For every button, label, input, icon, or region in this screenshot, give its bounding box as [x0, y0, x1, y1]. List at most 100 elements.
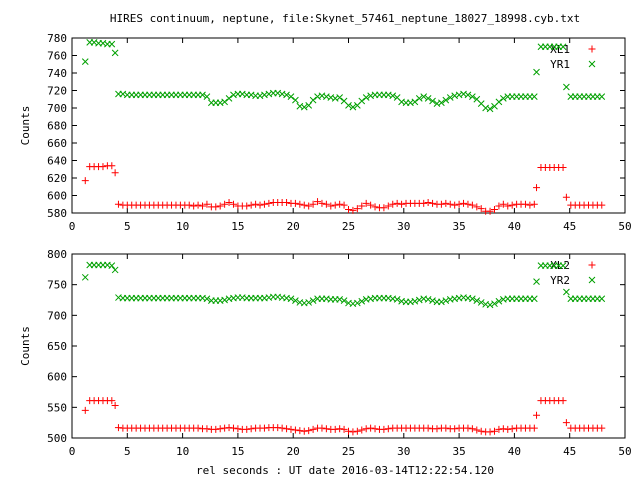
- data-point: [530, 295, 538, 303]
- data-point: [442, 297, 450, 304]
- data-point: [331, 425, 339, 433]
- x-tick-label: 0: [69, 220, 76, 233]
- data-point: [349, 206, 357, 214]
- data-point: [486, 301, 494, 309]
- plot-frame: [71, 253, 626, 439]
- data-point: [252, 200, 260, 208]
- data-point: [438, 298, 445, 306]
- data-point: [81, 58, 89, 65]
- data-point: [530, 93, 538, 100]
- data-point: [318, 199, 326, 207]
- data-point: [108, 162, 116, 170]
- data-point: [203, 200, 211, 208]
- y-axis-label: Counts: [19, 326, 32, 366]
- data-point: [562, 419, 570, 427]
- data-point: [203, 425, 211, 433]
- series-YR2: [81, 261, 606, 309]
- x-tick-label: 40: [508, 220, 521, 233]
- data-point: [300, 427, 308, 435]
- data-point: [429, 297, 436, 304]
- series-XL2: [81, 397, 606, 436]
- data-point: [353, 205, 361, 213]
- data-point: [420, 199, 428, 207]
- data-point: [287, 295, 295, 303]
- data-point: [225, 424, 233, 432]
- data-point: [380, 425, 388, 433]
- data-point: [336, 94, 344, 101]
- data-point: [212, 203, 220, 211]
- y-tick-label: 660: [47, 137, 67, 150]
- data-point: [216, 202, 224, 210]
- data-point: [340, 201, 348, 209]
- legend-label: YR1: [550, 58, 570, 71]
- x-tick-label: 0: [69, 445, 76, 458]
- data-point: [562, 193, 570, 201]
- x-tick-label: 35: [452, 445, 465, 458]
- data-point: [367, 424, 375, 432]
- data-point: [424, 424, 432, 432]
- data-point: [559, 43, 567, 51]
- data-point: [526, 201, 534, 209]
- data-point: [362, 94, 370, 101]
- data-point: [464, 200, 472, 208]
- y-tick-label: 760: [47, 50, 67, 63]
- data-point: [521, 200, 529, 208]
- y-tick-label: 500: [47, 432, 67, 445]
- data-point: [247, 425, 255, 433]
- data-point: [283, 425, 291, 433]
- y-tick-label: 650: [47, 340, 67, 353]
- data-point: [99, 163, 107, 171]
- data-point: [111, 169, 119, 177]
- data-point: [111, 266, 119, 274]
- series-YR1: [81, 39, 606, 113]
- data-point: [559, 397, 567, 405]
- data-point: [499, 95, 507, 102]
- data-point: [327, 202, 335, 210]
- data-point: [291, 426, 299, 434]
- legend-marker: [588, 45, 596, 53]
- data-point: [495, 297, 503, 305]
- data-point: [314, 198, 322, 206]
- data-point: [111, 49, 119, 57]
- data-point: [464, 91, 472, 99]
- data-point: [291, 199, 299, 207]
- data-point: [598, 424, 606, 432]
- data-point: [598, 93, 606, 100]
- data-point: [305, 427, 313, 435]
- legend-label: XL2: [550, 259, 570, 272]
- x-tick-label: 30: [397, 220, 410, 233]
- data-point: [486, 105, 494, 113]
- data-point: [420, 93, 428, 100]
- data-point: [559, 164, 567, 171]
- data-point: [108, 262, 116, 270]
- data-point: [229, 200, 237, 208]
- y-tick-label: 600: [47, 371, 67, 384]
- data-point: [411, 297, 419, 305]
- data-point: [358, 426, 366, 434]
- x-tick-label: 25: [342, 220, 355, 233]
- data-point: [108, 40, 116, 48]
- x-tick-label: 15: [231, 220, 244, 233]
- x-tick-label: 20: [287, 220, 300, 233]
- data-point: [362, 199, 370, 207]
- y-tick-label: 550: [47, 401, 67, 414]
- data-point: [473, 203, 481, 211]
- data-point: [256, 201, 264, 209]
- data-point: [362, 425, 370, 433]
- data-point: [380, 204, 388, 212]
- data-point: [508, 425, 516, 433]
- y-tick-label: 700: [47, 309, 67, 322]
- data-point: [433, 425, 441, 433]
- data-point: [345, 102, 352, 109]
- data-point: [349, 103, 357, 111]
- data-point: [371, 425, 379, 433]
- data-point: [446, 94, 454, 101]
- data-point: [598, 295, 606, 303]
- data-point: [225, 95, 233, 102]
- data-point: [292, 297, 299, 304]
- y-tick-label: 580: [47, 207, 67, 220]
- data-point: [424, 199, 432, 206]
- x-axis-label: rel seconds : UT date 2016-03-14T12:22:5…: [196, 464, 494, 477]
- data-point: [300, 103, 308, 111]
